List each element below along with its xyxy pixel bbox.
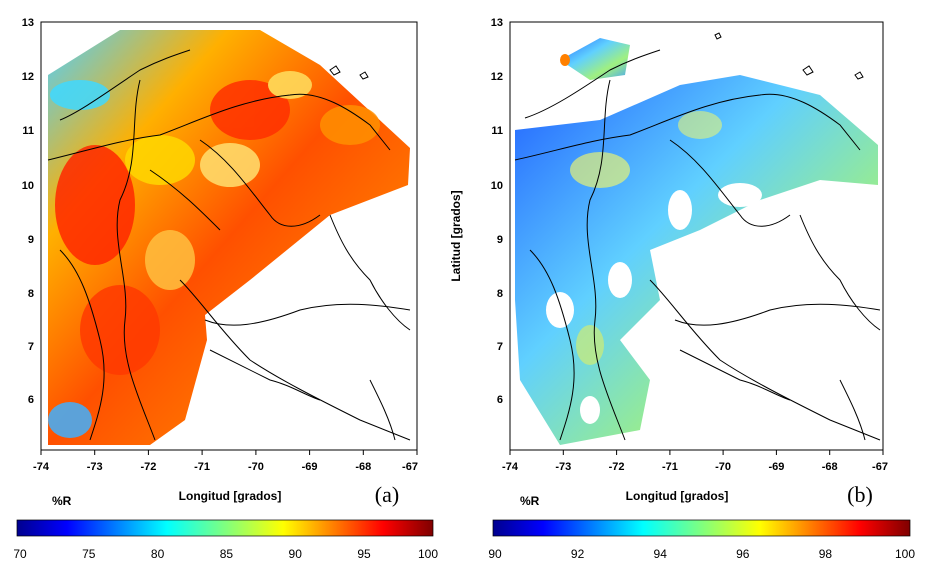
panel-b-colorbar-tick: 96 <box>736 547 750 561</box>
panel-a-colorbar <box>16 519 434 537</box>
panel-b-colorbar-tick: 94 <box>654 547 668 561</box>
panel-a-x-tick: -74 <box>33 461 50 473</box>
panel-a-coastlines <box>47 49 411 441</box>
panel-b-y-tick: 6 <box>497 394 503 406</box>
panel-a-y-tick: 6 <box>28 394 34 406</box>
panel-a: -74 -73 -72 -71 -70 -69 -68 -67 13 12 11… <box>13 17 438 561</box>
panel-a-y-tick: 12 <box>22 71 34 83</box>
panel-b-x-tick: -73 <box>555 461 571 473</box>
panel-b-y-tick: 9 <box>497 234 503 246</box>
panel-b-y-tick: 12 <box>491 71 503 83</box>
panel-b-y-tick: 13 <box>491 17 503 29</box>
panel-a-x-tick: -68 <box>355 461 371 473</box>
panel-a-y-tick: 13 <box>22 17 34 29</box>
panel-a-x-tick: -67 <box>402 461 418 473</box>
panel-b-ylabel: Latitud [grados] <box>449 190 463 281</box>
panel-b-x-tick: -68 <box>822 461 838 473</box>
panel-b-coastlines <box>514 32 881 441</box>
panel-a-colorbar-unit: %R <box>52 494 72 508</box>
panel-b-y-tick: 7 <box>497 341 503 353</box>
panel-a-colorbar-tick: 90 <box>289 547 303 561</box>
panel-a-x-tick: -70 <box>248 461 264 473</box>
panel-b-colorbar-unit: %R <box>520 494 540 508</box>
panel-a-x-tick: -73 <box>87 461 103 473</box>
panel-b-y-tick: 11 <box>491 125 503 137</box>
panel-a-x-tick: -69 <box>302 461 318 473</box>
panel-a-colorbar-tick: 95 <box>357 547 371 561</box>
panel-a-colorbar-tick: 85 <box>220 547 234 561</box>
panel-b-x-tick: -69 <box>768 461 784 473</box>
panel-a-y-tick: 9 <box>28 234 34 246</box>
panel-b-colorbar-tick: 98 <box>819 547 833 561</box>
panel-a-x-tick: -72 <box>140 461 156 473</box>
panel-b-x-tick: -71 <box>662 461 678 473</box>
panel-a-data-blotches <box>48 71 380 438</box>
panel-b-label: (b) <box>847 482 873 507</box>
panel-a-x-ticks <box>40 450 418 455</box>
panel-b-x-tick: -70 <box>715 461 731 473</box>
panel-b-y-tick: 10 <box>491 180 503 192</box>
panel-a-colorbar-tick: 80 <box>151 547 165 561</box>
panel-b-xlabel: Longitud [grados] <box>626 489 729 503</box>
panel-a-colorbar-tick: 100 <box>418 547 438 561</box>
panel-a-y-tick: 8 <box>28 288 34 300</box>
panel-a-colorbar-tick: 75 <box>82 547 96 561</box>
panel-a-y-tick: 11 <box>22 125 34 137</box>
panel-b-data-swath <box>515 38 878 445</box>
panel-b-colorbar-tick: 100 <box>895 547 915 561</box>
panel-b: -74 -73 -72 -71 -70 -69 -68 -67 13 12 11… <box>449 17 915 561</box>
panel-b-x-tick: -74 <box>502 461 519 473</box>
panel-a-colorbar-tick: 70 <box>13 547 27 561</box>
panel-a-y-tick: 7 <box>28 341 34 353</box>
panel-a-label: (a) <box>375 482 399 507</box>
panel-b-x-ticks <box>509 450 884 455</box>
panel-b-colorbar-tick: 90 <box>488 547 502 561</box>
panel-b-y-tick: 8 <box>497 288 503 300</box>
panel-b-x-tick: -72 <box>609 461 625 473</box>
panel-b-x-tick: -67 <box>872 461 888 473</box>
panel-a-y-tick: 10 <box>22 180 34 192</box>
panel-b-colorbar-tick: 92 <box>571 547 585 561</box>
panel-a-xlabel: Longitud [grados] <box>179 489 282 503</box>
panel-a-x-tick: -71 <box>194 461 210 473</box>
panel-b-colorbar <box>492 519 911 537</box>
